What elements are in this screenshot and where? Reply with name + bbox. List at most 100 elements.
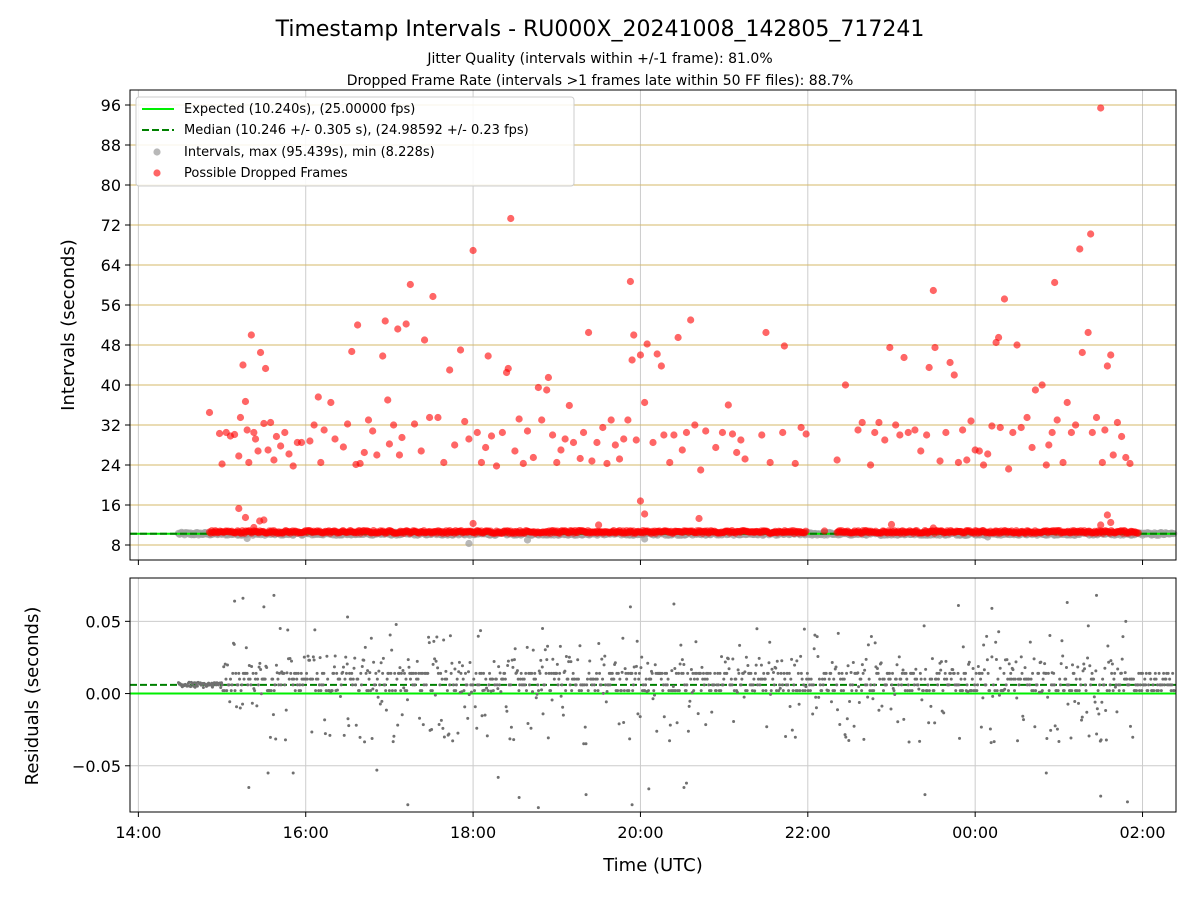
residual-point: [843, 733, 847, 737]
dropped-frame-point: [691, 421, 699, 429]
residual-point: [1107, 660, 1111, 664]
residual-point: [729, 677, 733, 681]
residual-point: [758, 683, 762, 687]
residual-point: [325, 654, 329, 658]
residual-point: [220, 683, 224, 687]
residual-point: [737, 671, 741, 675]
residual-point: [551, 657, 555, 661]
residual-point: [900, 671, 904, 675]
residual-point: [1138, 689, 1142, 693]
dropped-frame-point: [657, 362, 665, 370]
residual-point: [859, 677, 863, 681]
residual-point: [630, 803, 634, 807]
residual-point: [288, 657, 292, 661]
residual-point: [457, 670, 461, 674]
residual-point: [449, 671, 453, 675]
dropped-frame-point: [904, 428, 912, 437]
residual-point: [814, 695, 818, 699]
residual-point: [942, 677, 946, 681]
residual-point: [390, 689, 394, 693]
residual-point: [1060, 639, 1064, 643]
residual-point: [496, 775, 500, 779]
residual-point: [1019, 655, 1023, 659]
residual-point: [1077, 689, 1081, 693]
dropped-frame-point: [504, 364, 512, 373]
dropped-frame-point: [1023, 413, 1031, 422]
residual-point: [1140, 689, 1144, 693]
dropped-frame-point: [356, 459, 364, 468]
residual-point: [584, 793, 588, 797]
residual-point: [1156, 689, 1160, 693]
dropped-frame-point: [718, 428, 727, 437]
residual-point: [1104, 708, 1108, 712]
residual-point: [263, 677, 267, 681]
residual-point: [375, 768, 379, 772]
residual-point: [412, 671, 416, 675]
residual-point: [600, 657, 604, 661]
residual-point: [1012, 689, 1016, 693]
residual-point: [947, 683, 951, 687]
residual-point: [1087, 734, 1091, 738]
residual-point: [558, 671, 562, 675]
residual-point: [254, 671, 258, 675]
residual-point: [662, 715, 666, 719]
residual-point: [527, 683, 531, 687]
dropped-frame-point: [967, 417, 975, 425]
residual-point: [380, 699, 384, 703]
residual-point: [753, 689, 757, 693]
residual-point: [1056, 689, 1060, 693]
residual-point: [292, 677, 296, 681]
dropped-frame-point: [741, 455, 749, 463]
residual-point: [489, 689, 493, 693]
residual-point: [768, 692, 772, 696]
residual-point: [480, 714, 484, 718]
dropped-frame-point: [417, 447, 425, 455]
dropped-frame-point: [1053, 416, 1061, 424]
residual-point: [258, 661, 262, 665]
residual-point: [670, 669, 674, 673]
residual-point: [1137, 671, 1141, 675]
residual-point: [1046, 695, 1050, 699]
residual-point: [370, 737, 374, 741]
dropped-frame-point: [469, 519, 477, 528]
dropped-frame-point: [917, 447, 925, 455]
residual-point: [536, 806, 540, 810]
residual-point: [827, 677, 831, 681]
residual-point: [416, 677, 420, 681]
dropped-frame-point: [1107, 518, 1115, 527]
residuals-yticks: 0.05 0.00 −0.05: [72, 612, 130, 776]
residual-point: [488, 671, 492, 675]
residual-point: [671, 685, 675, 689]
residual-point: [904, 671, 908, 675]
residual-point: [1109, 659, 1113, 663]
dropped-frame-point: [802, 430, 810, 438]
residual-point: [394, 622, 398, 626]
dropped-frame-point: [854, 426, 862, 434]
dropped-frame-point: [272, 432, 281, 441]
residual-point: [1110, 671, 1114, 675]
residual-point: [444, 669, 448, 673]
residual-point: [802, 683, 806, 687]
residual-point: [817, 695, 821, 699]
dropped-frame-point: [1067, 428, 1075, 437]
residual-point: [623, 667, 627, 671]
residual-point: [907, 740, 911, 744]
residual-point: [753, 671, 757, 675]
residual-point: [930, 657, 934, 661]
residual-point: [665, 683, 669, 687]
residual-point: [491, 677, 495, 681]
residual-point: [1080, 715, 1084, 719]
residual-point: [341, 665, 345, 669]
residual-point: [903, 689, 907, 693]
residual-point: [472, 677, 476, 681]
residual-point: [536, 683, 540, 687]
residual-point: [343, 677, 347, 681]
residual-point: [686, 671, 690, 675]
dropped-frame-point: [678, 446, 686, 454]
residual-point: [311, 677, 315, 681]
residual-point: [783, 677, 787, 681]
residual-point: [1125, 677, 1129, 681]
dropped-frame-point: [236, 413, 245, 422]
residual-point: [358, 735, 362, 739]
residual-point: [402, 686, 406, 690]
